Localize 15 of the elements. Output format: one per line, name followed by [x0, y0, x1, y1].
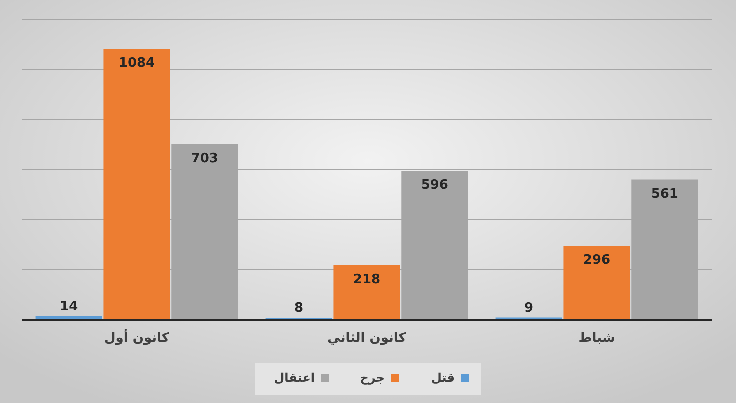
- data-label: 561: [651, 186, 678, 202]
- data-label: 596: [421, 178, 448, 193]
- data-label: 218: [353, 272, 381, 288]
- legend-label: اعتقال: [274, 371, 315, 385]
- x-tick-label: شباط: [578, 331, 616, 346]
- x-tick-label: كانون أول: [104, 329, 170, 346]
- data-label: 14: [60, 300, 78, 314]
- data-label: 9: [524, 300, 534, 316]
- data-label: 703: [191, 151, 218, 166]
- data-label: 296: [583, 253, 611, 268]
- legend-label: جرح: [360, 371, 385, 385]
- data-label: 8: [294, 301, 304, 316]
- data-label: 1084: [118, 56, 156, 71]
- legend-label: قتل: [432, 371, 455, 385]
- x-tick-label: كانون الثاني: [328, 331, 407, 346]
